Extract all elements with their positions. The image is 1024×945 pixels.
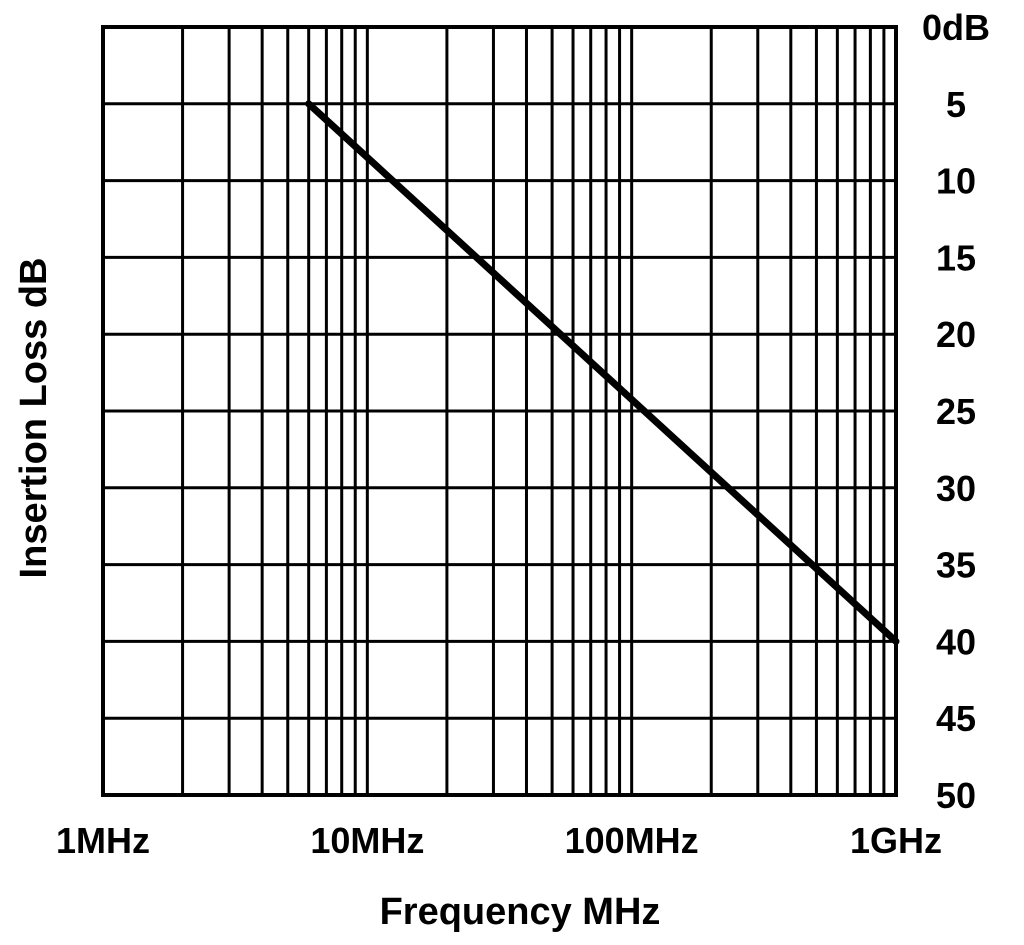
x-tick-label: 10MHz (310, 820, 424, 861)
y-tick-label: 30 (936, 468, 976, 509)
series-layer (305, 100, 900, 645)
y-tick-label: 45 (936, 698, 976, 739)
y-tick-label: 10 (936, 161, 976, 202)
plot-frame (101, 25, 898, 797)
y-tick-label: 20 (936, 314, 976, 355)
y-tick-label: 15 (936, 237, 976, 278)
x-tick-labels: 1MHz 10MHz 100MHz 1GHz (56, 820, 942, 861)
y-tick-labels: 0dB 5 10 15 20 25 30 35 40 45 50 (922, 7, 990, 816)
x-tick-label: 100MHz (565, 820, 699, 861)
y-tick-label: 0dB (922, 7, 990, 48)
insertion-loss-line (305, 100, 900, 645)
x-tick-label: 1GHz (850, 820, 942, 861)
x-tick-label: 1MHz (56, 820, 150, 861)
y-tick-label: 25 (936, 391, 976, 432)
y-tick-label: 35 (936, 545, 976, 586)
y-tick-label: 40 (936, 621, 976, 662)
grid (103, 27, 896, 795)
y-tick-label: 5 (946, 84, 966, 125)
y-tick-label: 50 (936, 775, 976, 816)
y-axis-label: Insertion Loss dB (13, 258, 55, 579)
x-axis-label: Frequency MHz (380, 891, 661, 933)
